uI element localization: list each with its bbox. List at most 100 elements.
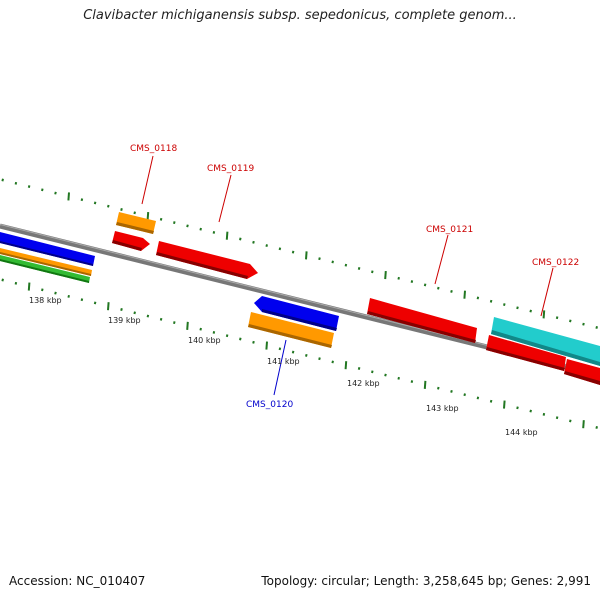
inner-ring-minor-tick — [516, 406, 519, 410]
feature-cms-0118-red-shade — [112, 240, 142, 251]
accession-text: Accession: NC_010407 — [9, 574, 146, 588]
inner-ring-minor-tick — [1, 278, 4, 282]
outer-ring-minor-tick — [582, 322, 585, 326]
outer-ring-minor-tick — [80, 198, 84, 202]
inner-ring-minor-tick — [305, 353, 308, 357]
inner-ring-major-tick — [344, 361, 348, 370]
gene-label-cms-0119[interactable]: CMS_0119 — [207, 164, 254, 174]
outer-ring-minor-tick — [120, 208, 123, 211]
outer-ring-minor-tick — [555, 316, 559, 320]
outer-ring-minor-tick — [516, 306, 519, 310]
outer-ring-minor-tick — [476, 296, 480, 300]
feature-cms-0118-orange[interactable] — [116, 212, 156, 234]
feature-red-right-2-shade — [564, 371, 600, 385]
inner-ring-minor-tick — [173, 321, 176, 325]
inner-ring-minor-tick — [41, 288, 44, 292]
inner-ring-minor-tick — [199, 327, 202, 331]
inner-ring-minor-tick — [331, 360, 334, 364]
feature-cms-0121-shade — [367, 311, 476, 343]
outer-ring-minor-tick — [54, 191, 57, 195]
outer-ring-minor-tick — [450, 289, 453, 293]
inner-ring-major-tick — [423, 380, 427, 389]
feature-cms-0119-shade — [156, 252, 248, 279]
inner-ring-minor-tick — [397, 376, 400, 380]
inner-ring-minor-tick — [67, 294, 70, 298]
outer-ring-minor-tick — [489, 299, 493, 303]
inner-ring-minor-tick — [80, 298, 84, 302]
outer-ring-minor-tick — [239, 237, 242, 241]
outer-ring-minor-tick — [133, 211, 136, 215]
outer-ring-major-tick — [225, 231, 229, 240]
kbp-label-138: 138 kbp — [29, 296, 62, 305]
inner-ring-minor-tick — [93, 301, 97, 305]
outer-ring-minor-tick — [14, 181, 18, 185]
kbp-label-140: 140 kbp — [188, 336, 221, 345]
map-title: Clavibacter michiganensis subsp. sepedon… — [83, 8, 517, 23]
genome-summary-text: Topology: circular; Length: 3,258,645 bp… — [261, 574, 591, 588]
feature-red-right-1-shade — [486, 347, 565, 371]
feature-cms-0122-cyan[interactable] — [491, 317, 600, 366]
cms-0118-connector — [141, 155, 154, 205]
outer-ring-minor-tick — [291, 250, 295, 254]
inner-ring-minor-tick — [357, 367, 361, 370]
outer-ring-minor-tick — [423, 283, 427, 287]
outer-ring-minor-tick — [212, 230, 216, 234]
outer-ring-major-tick — [146, 211, 150, 221]
outer-ring-minor-tick — [27, 185, 31, 188]
inner-ring-minor-tick — [489, 399, 493, 403]
inner-ring-minor-tick — [410, 380, 414, 384]
cms-0119-connector — [218, 174, 232, 223]
inner-ring-minor-tick — [529, 409, 532, 413]
outer-ring-minor-tick — [278, 247, 282, 251]
inner-tick-ring — [1, 278, 598, 429]
feature-blue-left[interactable] — [0, 232, 95, 266]
feature-cms-0119[interactable] — [156, 241, 258, 279]
inner-ring-minor-tick — [225, 334, 229, 338]
feature-cms-0122-cyan-shade — [491, 330, 600, 366]
gene-label-cms-0122[interactable]: CMS_0122 — [532, 258, 579, 268]
outer-ring-minor-tick — [437, 286, 440, 290]
outer-ring-minor-tick — [569, 319, 572, 323]
outer-ring-minor-tick — [186, 224, 189, 228]
outer-ring-major-tick — [305, 251, 308, 260]
feature-cms-0120-blue-shade — [262, 309, 337, 331]
outer-ring-major-tick — [384, 270, 387, 280]
inner-ring-major-tick — [582, 420, 585, 429]
feature-cms-0118-orange-shade — [116, 222, 154, 234]
outer-ring-minor-tick — [1, 178, 4, 182]
feature-cms-0121[interactable] — [367, 298, 477, 343]
kbp-label-144: 144 kbp — [505, 428, 538, 437]
outer-ring-minor-tick — [252, 240, 255, 244]
kbp-label-142: 142 kbp — [347, 379, 380, 388]
gene-label-cms-0118[interactable]: CMS_0118 — [130, 144, 177, 154]
feature-cms-0120-blue[interactable] — [254, 296, 339, 331]
inner-ring-minor-tick — [14, 281, 18, 285]
inner-ring-major-tick — [503, 400, 506, 409]
outer-ring-major-tick — [542, 310, 546, 319]
inner-ring-minor-tick — [555, 416, 559, 420]
inner-ring-minor-tick — [159, 317, 163, 321]
feature-blue-left-shade — [0, 241, 93, 266]
gene-label-cms-0121[interactable]: CMS_0121 — [426, 225, 473, 235]
outer-ring-minor-tick — [159, 217, 163, 221]
feature-cms-0120-orange[interactable] — [248, 312, 334, 348]
inner-ring-major-tick — [265, 341, 268, 350]
outer-ring-minor-tick — [265, 244, 268, 247]
outer-ring-minor-tick — [344, 263, 348, 267]
inner-ring-minor-tick — [278, 347, 282, 351]
inner-ring-minor-tick — [133, 311, 136, 315]
inner-ring-minor-tick — [450, 389, 453, 393]
kbp-label-143: 143 kbp — [426, 404, 459, 413]
feature-green-left-shade — [0, 259, 89, 283]
inner-ring-minor-tick — [463, 393, 466, 397]
outer-ring-minor-tick — [107, 204, 110, 208]
outer-ring-minor-tick — [173, 221, 176, 225]
inner-ring-minor-tick — [595, 426, 598, 429]
inner-ring-minor-tick — [437, 386, 440, 390]
gene-label-cms-0120[interactable]: CMS_0120 — [246, 400, 293, 410]
inner-ring-minor-tick — [542, 412, 546, 416]
inner-ring-minor-tick — [569, 419, 572, 423]
feature-red-right-1[interactable] — [486, 335, 566, 371]
feature-cms-0118-red[interactable] — [112, 231, 150, 251]
